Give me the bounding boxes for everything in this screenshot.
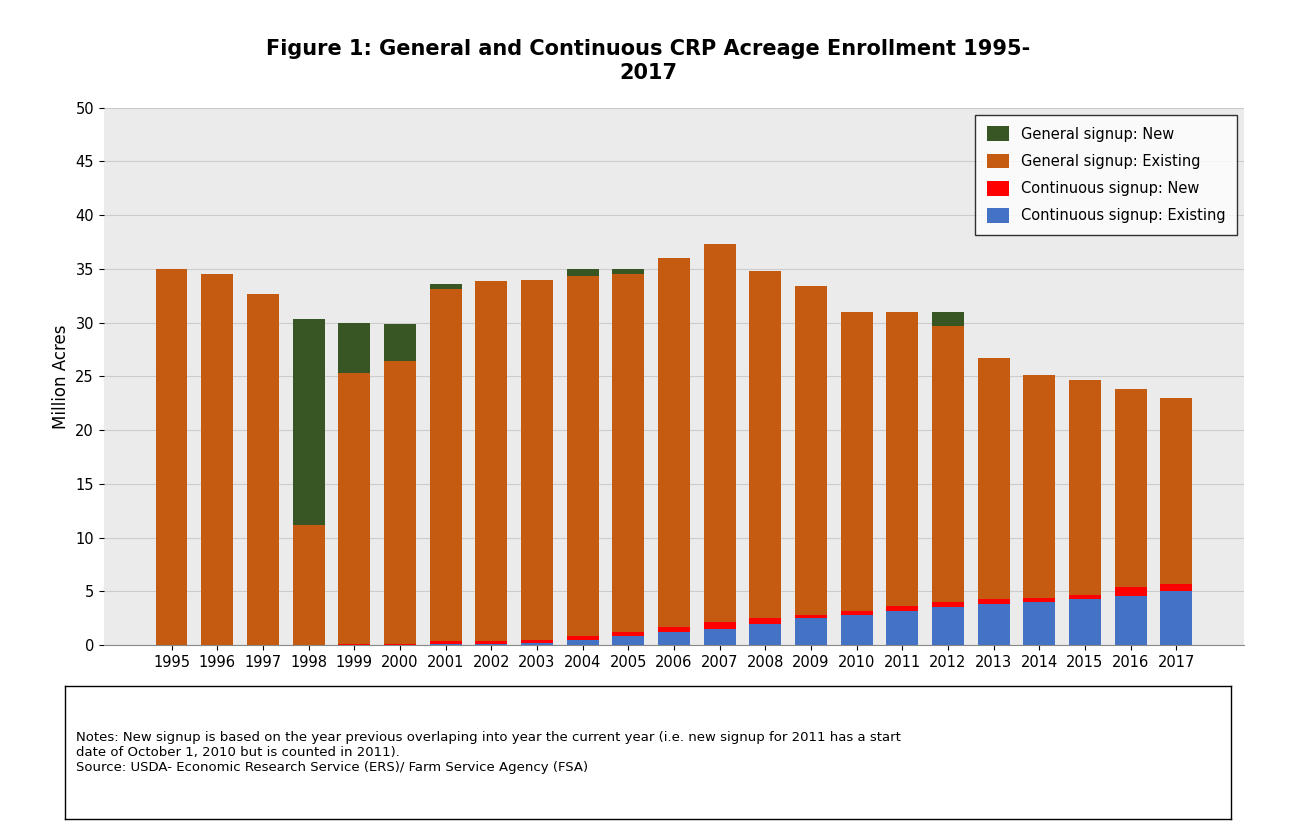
Legend: General signup: New, General signup: Existing, Continuous signup: New, Continuou: General signup: New, General signup: Exi… — [976, 115, 1236, 235]
Bar — [476, 644, 507, 645]
Bar — [429, 644, 461, 645]
Text: Notes: New signup is based on the year previous overlaping into year the current: Notes: New signup is based on the year p… — [76, 731, 901, 774]
Bar — [338, 323, 371, 373]
Bar — [841, 610, 872, 615]
Bar — [521, 643, 553, 645]
Bar — [476, 641, 507, 644]
Bar — [794, 619, 827, 645]
Bar — [886, 312, 919, 606]
Bar — [566, 637, 599, 640]
Bar — [1115, 390, 1147, 587]
Bar — [749, 624, 781, 645]
Bar — [932, 602, 964, 607]
Bar — [429, 641, 461, 644]
Bar — [566, 269, 599, 276]
Bar — [749, 619, 781, 624]
Bar — [1160, 591, 1192, 645]
Bar — [612, 275, 644, 632]
Bar — [612, 269, 644, 275]
Bar — [429, 284, 461, 289]
Bar — [476, 280, 507, 641]
Bar — [1069, 595, 1102, 599]
Bar — [1115, 595, 1147, 645]
Bar — [1160, 584, 1192, 591]
Bar — [704, 244, 736, 623]
Bar — [1024, 375, 1055, 598]
Bar — [658, 627, 689, 632]
Bar — [156, 269, 188, 645]
Bar — [1069, 380, 1102, 595]
Bar — [886, 610, 919, 645]
Bar — [1160, 398, 1192, 584]
Bar — [977, 358, 1010, 599]
Bar — [932, 312, 964, 326]
Bar — [293, 524, 324, 645]
Bar — [977, 605, 1010, 645]
Bar — [384, 644, 416, 645]
Bar — [338, 373, 371, 644]
Bar — [658, 632, 689, 645]
Bar — [841, 615, 872, 645]
Bar — [704, 629, 736, 645]
Bar — [658, 258, 689, 627]
Bar — [246, 294, 279, 645]
Y-axis label: Million Acres: Million Acres — [52, 324, 70, 428]
Bar — [566, 276, 599, 637]
Bar — [521, 640, 553, 643]
Bar — [1024, 598, 1055, 602]
Bar — [429, 289, 461, 641]
Bar — [612, 632, 644, 637]
Bar — [566, 640, 599, 645]
Bar — [932, 326, 964, 602]
Bar — [841, 312, 872, 610]
Bar — [1024, 602, 1055, 645]
Bar — [794, 286, 827, 615]
Text: Figure 1: General and Continuous CRP Acreage Enrollment 1995-
2017: Figure 1: General and Continuous CRP Acr… — [266, 40, 1030, 83]
Bar — [932, 607, 964, 645]
Bar — [886, 606, 919, 610]
Bar — [794, 615, 827, 619]
Bar — [704, 623, 736, 629]
Bar — [293, 319, 324, 524]
Bar — [612, 637, 644, 645]
Bar — [977, 599, 1010, 605]
Bar — [1115, 587, 1147, 595]
Bar — [384, 361, 416, 644]
Bar — [521, 280, 553, 640]
Bar — [749, 271, 781, 619]
Bar — [201, 275, 233, 645]
Bar — [338, 644, 371, 645]
Bar — [384, 323, 416, 361]
Bar — [1069, 599, 1102, 645]
